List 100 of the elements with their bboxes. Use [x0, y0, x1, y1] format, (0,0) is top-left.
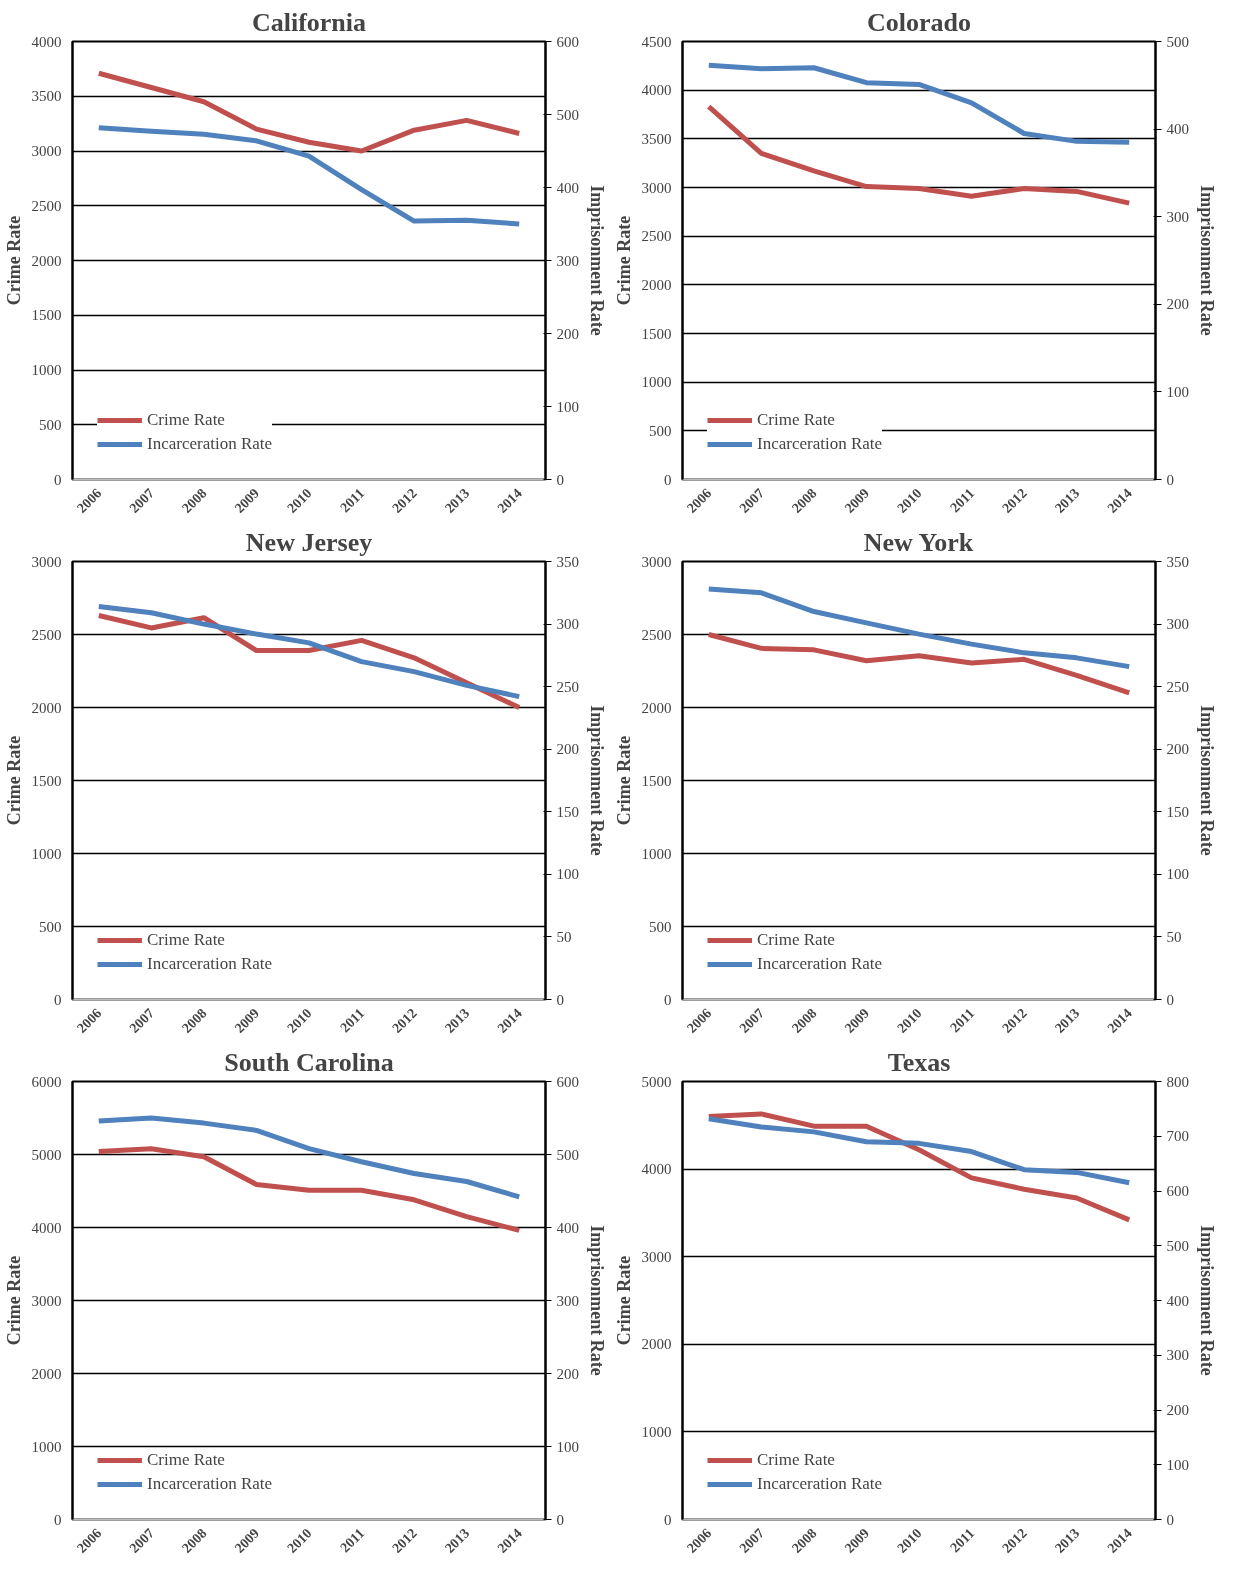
y2-tick-label: 500 — [1166, 33, 1189, 50]
y-tick-label: 2000 — [641, 276, 672, 293]
y-axis-title: Crime Rate — [613, 1255, 634, 1346]
y-tick-label: 5000 — [641, 1073, 672, 1090]
y2-tick-label: 350 — [556, 553, 579, 570]
y2-axis-title: Imprisonment Rate — [1197, 705, 1217, 856]
y-tick-label: 4000 — [641, 82, 672, 99]
y-tick-label: 4000 — [31, 33, 62, 50]
y-axis-title: Crime Rate — [613, 735, 634, 826]
legend-label: Crime Rate — [757, 1450, 835, 1470]
y-tick-label: 6000 — [31, 1073, 62, 1090]
y2-tick-label: 300 — [556, 252, 579, 269]
y-tick-label: 1500 — [31, 772, 62, 789]
y-tick-label: 0 — [54, 1511, 62, 1528]
y2-tick-label: 500 — [556, 106, 579, 123]
y2-tick-label: 600 — [556, 1073, 579, 1090]
legend-label: Incarceration Rate — [147, 1474, 273, 1494]
y-tick-label: 1000 — [641, 845, 672, 862]
y-tick-label: 500 — [649, 422, 672, 439]
y2-tick-label: 200 — [1166, 296, 1189, 313]
y2-tick-label: 700 — [1166, 1128, 1189, 1145]
y-tick-label: 3000 — [31, 143, 62, 159]
y2-tick-label: 100 — [556, 866, 579, 883]
y2-tick-label: 350 — [1166, 553, 1189, 570]
y-tick-label: 0 — [664, 471, 672, 488]
chart-title: South Carolina — [224, 1047, 394, 1077]
y-tick-label: 1000 — [641, 374, 672, 391]
y-tick-label: 2000 — [31, 699, 62, 716]
y-tick-label: 1000 — [31, 1438, 62, 1455]
y-tick-label: 1500 — [31, 307, 62, 324]
y2-axis-title: Imprisonment Rate — [587, 185, 607, 336]
y2-tick-label: 0 — [556, 991, 564, 1008]
y-tick-label: 2500 — [31, 626, 62, 643]
y-tick-label: 500 — [39, 416, 62, 433]
y2-axis-title: Imprisonment Rate — [1197, 1225, 1217, 1376]
y2-tick-label: 400 — [556, 1219, 579, 1236]
y2-tick-label: 50 — [556, 928, 572, 945]
legend-label: Incarceration Rate — [757, 434, 883, 454]
y-tick-label: 1000 — [641, 1423, 672, 1440]
y2-tick-label: 300 — [556, 1292, 579, 1309]
y2-tick-label: 200 — [556, 741, 579, 758]
y2-tick-label: 0 — [556, 471, 564, 488]
y-tick-label: 5000 — [31, 1146, 62, 1163]
y2-tick-label: 100 — [1166, 383, 1189, 400]
legend-label: Incarceration Rate — [757, 1474, 883, 1494]
y-tick-label: 4000 — [641, 1161, 672, 1178]
y-tick-label: 3000 — [641, 179, 672, 196]
y2-tick-label: 0 — [1166, 991, 1174, 1008]
y2-tick-label: 300 — [556, 616, 579, 633]
y2-tick-label: 300 — [1166, 1347, 1189, 1364]
y-tick-label: 1500 — [641, 772, 672, 789]
legend-label: Crime Rate — [147, 1450, 225, 1470]
y2-tick-label: 600 — [1166, 1183, 1189, 1199]
y-tick-label: 2500 — [641, 626, 672, 643]
y2-tick-label: 200 — [556, 325, 579, 342]
y2-tick-label: 800 — [1166, 1073, 1189, 1090]
y-tick-label: 3000 — [31, 553, 62, 570]
y-tick-label: 3000 — [641, 553, 672, 570]
y-axis-title: Crime Rate — [3, 735, 24, 826]
y-axis-title: Crime Rate — [3, 215, 24, 306]
y-tick-label: 3500 — [641, 130, 672, 147]
chart-title: New Jersey — [245, 527, 373, 557]
y2-tick-label: 600 — [556, 33, 579, 50]
y2-tick-label: 500 — [556, 1146, 579, 1163]
y2-tick-label: 200 — [556, 1365, 579, 1382]
y2-tick-label: 100 — [556, 398, 579, 415]
y-tick-label: 2000 — [31, 252, 62, 269]
y-tick-label: 0 — [664, 991, 672, 1008]
y-tick-label: 2500 — [641, 228, 672, 245]
chart-title: New York — [863, 527, 974, 557]
chart-title: Texas — [887, 1047, 951, 1077]
y2-tick-label: 100 — [1166, 1456, 1189, 1473]
y2-tick-label: 200 — [1166, 1402, 1189, 1418]
y-tick-label: 4000 — [31, 1219, 62, 1236]
legend-label: Crime Rate — [147, 930, 225, 950]
y2-tick-label: 500 — [1166, 1237, 1189, 1254]
y-tick-label: 2500 — [31, 197, 62, 214]
y-axis-title: Crime Rate — [613, 215, 634, 306]
legend-label: Crime Rate — [757, 930, 835, 950]
y2-tick-label: 300 — [1166, 616, 1189, 633]
legend-label: Incarceration Rate — [757, 954, 883, 974]
y2-tick-label: 300 — [1166, 208, 1189, 225]
y2-tick-label: 150 — [556, 803, 579, 820]
y2-tick-label: 0 — [556, 1511, 564, 1528]
y-tick-label: 0 — [54, 471, 62, 488]
y-tick-label: 1500 — [641, 325, 672, 342]
y2-tick-label: 0 — [1166, 1511, 1174, 1528]
y-axis-title: Crime Rate — [3, 1255, 24, 1346]
y2-tick-label: 100 — [1166, 866, 1189, 883]
legend-label: Crime Rate — [147, 410, 225, 430]
y2-tick-label: 100 — [556, 1438, 579, 1455]
chart-title: California — [251, 7, 367, 37]
y2-tick-label: 150 — [1166, 803, 1189, 820]
y2-tick-label: 50 — [1166, 928, 1182, 945]
y-tick-label: 2000 — [641, 1336, 672, 1353]
y2-tick-label: 200 — [1166, 741, 1189, 758]
y-tick-label: 500 — [39, 918, 62, 935]
y-tick-label: 2000 — [641, 699, 672, 716]
y2-tick-label: 400 — [1166, 1292, 1189, 1309]
y2-tick-label: 250 — [1166, 678, 1189, 695]
